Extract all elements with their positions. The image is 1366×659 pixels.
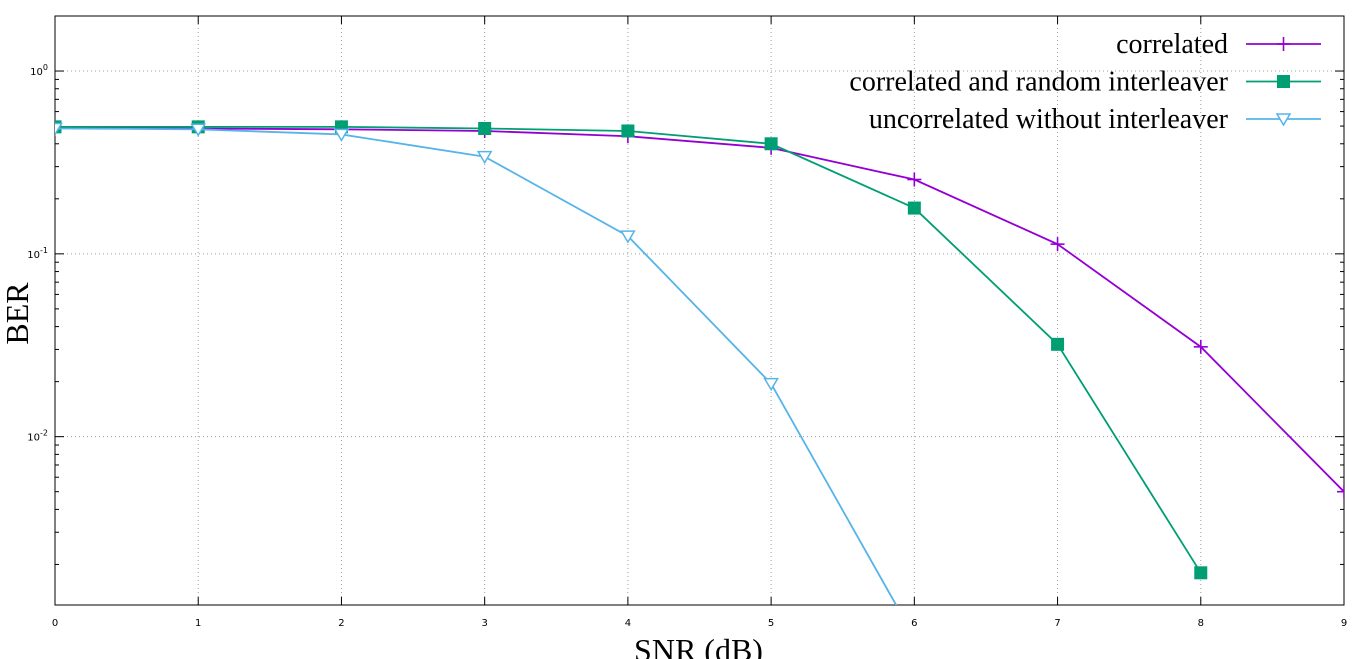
series-2 xyxy=(55,120,1208,580)
series-layer xyxy=(55,120,1344,605)
x-axis-title: SNR (dB) xyxy=(634,632,763,659)
y-tick-exponent: -1 xyxy=(40,246,48,255)
x-tick-label: 3 xyxy=(481,618,487,629)
y-tick-base: 10 xyxy=(27,433,40,444)
legend-marker xyxy=(1276,37,1291,51)
x-tick-label: 0 xyxy=(52,618,58,629)
legend-marker xyxy=(1275,113,1292,127)
x-tick-label: 4 xyxy=(625,618,631,629)
data-point xyxy=(476,150,493,165)
y-tick-base: 10 xyxy=(30,67,43,78)
legend-label: correlated xyxy=(1116,29,1228,60)
series-3 xyxy=(55,122,898,605)
x-tick-label: 9 xyxy=(1341,618,1347,629)
series-line xyxy=(55,125,1202,574)
y-tick-label: 100 xyxy=(30,63,48,78)
y-tick-base: 10 xyxy=(27,250,40,261)
x-tick-label: 1 xyxy=(195,618,201,629)
data-point xyxy=(621,124,635,138)
plot-border xyxy=(54,15,1345,606)
legend-label: uncorrelated without interleaver xyxy=(869,104,1229,135)
data-point xyxy=(190,123,207,137)
data-point xyxy=(1337,484,1344,499)
data-point xyxy=(907,172,922,187)
y-tick-exponent: 0 xyxy=(43,63,48,72)
legend-label: correlated and random interleaver xyxy=(849,67,1228,98)
data-point xyxy=(907,201,921,215)
y-tick-label: 10-1 xyxy=(27,246,48,261)
data-point xyxy=(620,230,636,244)
data-point xyxy=(1050,237,1065,252)
grid xyxy=(55,16,1344,605)
legend: correlated correlated and random interlea… xyxy=(849,29,1321,135)
y-axis-title: BER xyxy=(0,282,35,345)
data-point xyxy=(1051,337,1065,351)
data-point xyxy=(55,122,63,136)
x-tick-label: 5 xyxy=(768,618,774,629)
legend-item: correlated and random interleaver xyxy=(849,67,1321,98)
data-point xyxy=(478,121,492,135)
data-point xyxy=(763,377,779,392)
x-tick-label: 7 xyxy=(1054,618,1060,629)
data-point xyxy=(764,137,778,151)
series-line xyxy=(55,126,1344,493)
legend-item: uncorrelated without interleaver xyxy=(869,104,1321,135)
y-tick-label: 10-2 xyxy=(27,429,48,444)
x-tick-label: 2 xyxy=(338,618,344,629)
data-point xyxy=(1193,339,1208,354)
legend-item: correlated xyxy=(1116,29,1321,60)
y-tick-exponent: -2 xyxy=(40,429,48,438)
x-tick-label: 8 xyxy=(1198,618,1204,629)
legend-marker xyxy=(1277,75,1290,88)
x-tick-label: 6 xyxy=(911,618,917,629)
data-point xyxy=(333,128,350,142)
data-point xyxy=(1194,566,1208,580)
